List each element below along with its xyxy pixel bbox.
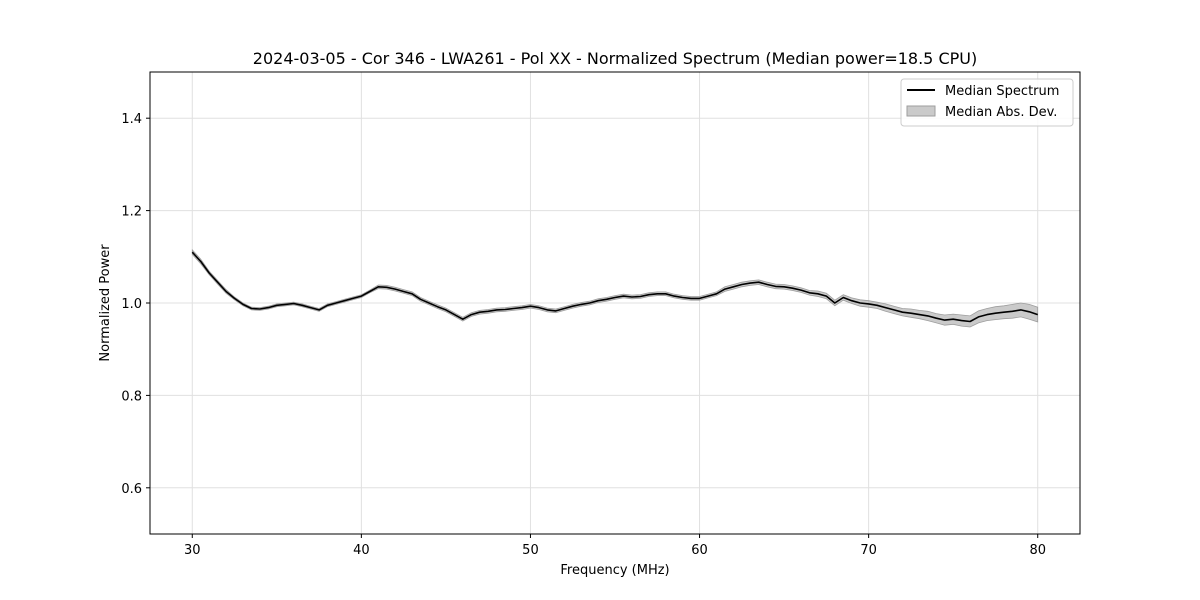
y-tick-label: 0.6	[121, 482, 142, 497]
y-tick-label: 1.2	[121, 205, 142, 220]
mad-band-layer	[191, 248, 1039, 328]
median-spectrum-layer	[191, 251, 1038, 323]
chart-title: 2024-03-05 - Cor 346 - LWA261 - Pol XX -…	[253, 49, 977, 68]
legend-box	[900, 78, 1074, 127]
x-tick-label: 60	[691, 543, 708, 558]
y-tick-label: 1.4	[121, 112, 142, 127]
median-spectrum-line	[191, 251, 1038, 323]
y-axis-ticks: 0.6 0.8 1.0 1.2 1.4	[121, 112, 150, 497]
x-axis-label: Frequency (MHz)	[560, 563, 669, 578]
legend: Median Spectrum Median Abs. Dev.	[900, 78, 1074, 127]
x-tick-label: 70	[860, 543, 877, 558]
y-tick-label: 0.8	[121, 389, 142, 404]
y-axis-label: Normalized Power	[98, 244, 113, 362]
median-abs-dev-band	[191, 248, 1039, 328]
x-axis-ticks: 30 40 50 60 70 80	[184, 534, 1046, 558]
y-tick-label: 1.0	[121, 297, 142, 312]
legend-band-swatch	[906, 105, 936, 117]
x-tick-label: 50	[522, 543, 539, 558]
legend-median-spectrum: Median Spectrum	[945, 84, 1059, 99]
x-tick-label: 30	[184, 543, 201, 558]
x-tick-label: 80	[1029, 543, 1046, 558]
x-tick-label: 40	[353, 543, 370, 558]
legend-median-abs-dev: Median Abs. Dev.	[945, 105, 1057, 120]
